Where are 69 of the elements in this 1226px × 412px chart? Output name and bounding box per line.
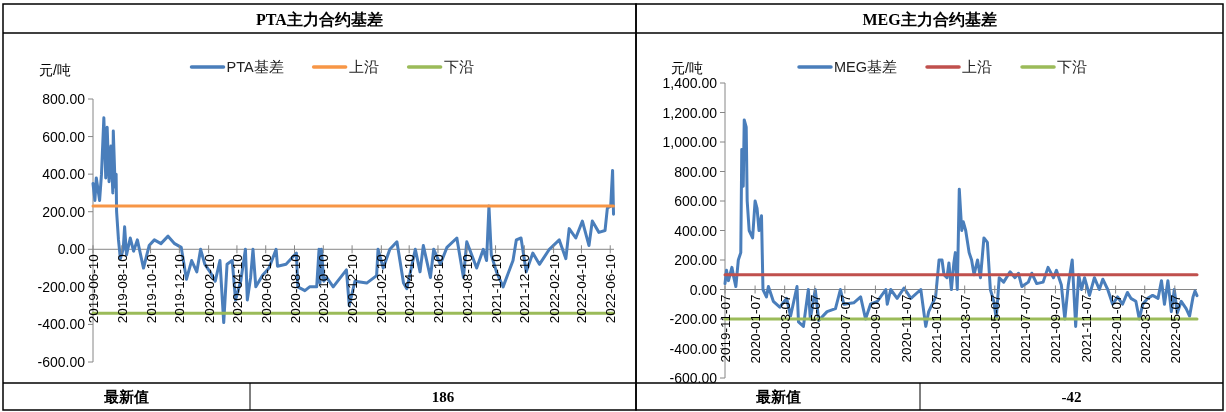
x-tick-label: 2022-05-07 [1167, 294, 1183, 364]
x-tick-label: 2020-08-10 [287, 254, 303, 324]
legend-label: 上沿 [348, 59, 379, 75]
x-tick-label: 2020-09-07 [868, 294, 884, 364]
y-tick-label: 0.00 [689, 281, 718, 298]
legend-label: 下沿 [1057, 59, 1088, 75]
x-tick-label: 2021-11-07 [1078, 294, 1094, 363]
y-tick-label: 800.00 [42, 91, 86, 107]
x-tick-label: 2022-04-10 [574, 254, 590, 324]
text: 最新值 [754, 388, 801, 405]
x-tick-label: 2022-02-10 [546, 254, 562, 324]
legend-label: MEG基差 [834, 59, 898, 75]
x-tick-label: 2021-07-07 [1017, 294, 1033, 364]
y-tick-label: -200.00 [37, 278, 86, 295]
x-tick-label: 2022-03-07 [1137, 294, 1153, 364]
x-tick-label: 2021-04-10 [402, 254, 418, 324]
x-tick-label: 2021-12-10 [517, 254, 533, 324]
x-tick-label: 2021-01-07 [928, 294, 944, 364]
x-tick-label: 2020-06-10 [258, 254, 274, 324]
y-tick-label: 600.00 [42, 128, 86, 145]
x-tick-label: 2022-01-07 [1108, 294, 1124, 364]
x-tick-label: 2021-10-10 [488, 254, 504, 324]
x-tick-label: 2020-07-07 [837, 294, 853, 364]
y-tick-label: 200.00 [674, 252, 718, 268]
x-tick-label: 2020-05-07 [807, 294, 823, 364]
y-tick-label: 800.00 [674, 163, 718, 180]
x-tick-label: 2019-08-10 [114, 254, 130, 324]
x-tick-label: 2021-06-10 [430, 254, 446, 324]
text: 186 [431, 389, 455, 405]
x-tick-label: 2019-06-10 [86, 254, 101, 324]
y-tick-label: 600.00 [674, 193, 718, 209]
x-tick-label: 2021-05-07 [987, 294, 1003, 364]
y-tick-label: -400.00 [669, 340, 718, 357]
y-tick-label: 400.00 [42, 166, 86, 183]
y-tick-label: -600.00 [669, 370, 718, 386]
y-tick-label: 0.00 [57, 241, 86, 258]
text: 最新值 [103, 388, 149, 405]
x-tick-label: 2021-09-07 [1048, 294, 1064, 364]
x-tick-label: 2020-11-07 [898, 294, 914, 363]
y-tick-label: 1,000.00 [662, 134, 718, 150]
chart-title: MEG主力合约基差 [862, 10, 997, 28]
y-tick-label: 1,400.00 [662, 75, 718, 91]
y-axis-title: 元/吨 [671, 60, 703, 76]
x-tick-label: 2019-12-10 [172, 254, 188, 324]
x-tick-label: 2020-03-07 [777, 294, 793, 364]
y-tick-label: -600.00 [37, 354, 86, 370]
x-tick-label: 2021-08-10 [459, 254, 475, 324]
x-tick-label: 2021-02-10 [374, 254, 390, 324]
x-tick-label: 2022-06-10 [603, 254, 619, 324]
legend-label: 上沿 [962, 59, 993, 75]
x-tick-label: 2020-01-07 [748, 294, 764, 364]
y-axis-title: 元/吨 [39, 62, 71, 78]
y-tick-label: -400.00 [37, 316, 86, 333]
legend-label: PTA基差 [226, 59, 284, 75]
x-tick-label: 2020-04-10 [229, 254, 245, 324]
y-tick-label: 400.00 [674, 222, 718, 239]
y-tick-label: 200.00 [42, 203, 86, 220]
legend-label: 下沿 [443, 59, 474, 75]
chart-title: PTA主力合约基差 [256, 10, 383, 28]
y-tick-label: -200.00 [669, 311, 718, 327]
line-series [91, 116, 616, 325]
x-tick-label: 2021-03-07 [957, 294, 973, 364]
x-tick-label: 2019-10-10 [143, 254, 159, 324]
x-tick-label: 2020-02-10 [201, 254, 217, 324]
x-tick-label: 2019-11-07 [718, 294, 733, 363]
y-tick-label: 1,200.00 [662, 104, 718, 121]
x-tick-label: 2020-10-10 [316, 254, 332, 324]
x-tick-label: 2020-12-10 [345, 254, 361, 324]
text: -42 [1061, 389, 1082, 405]
